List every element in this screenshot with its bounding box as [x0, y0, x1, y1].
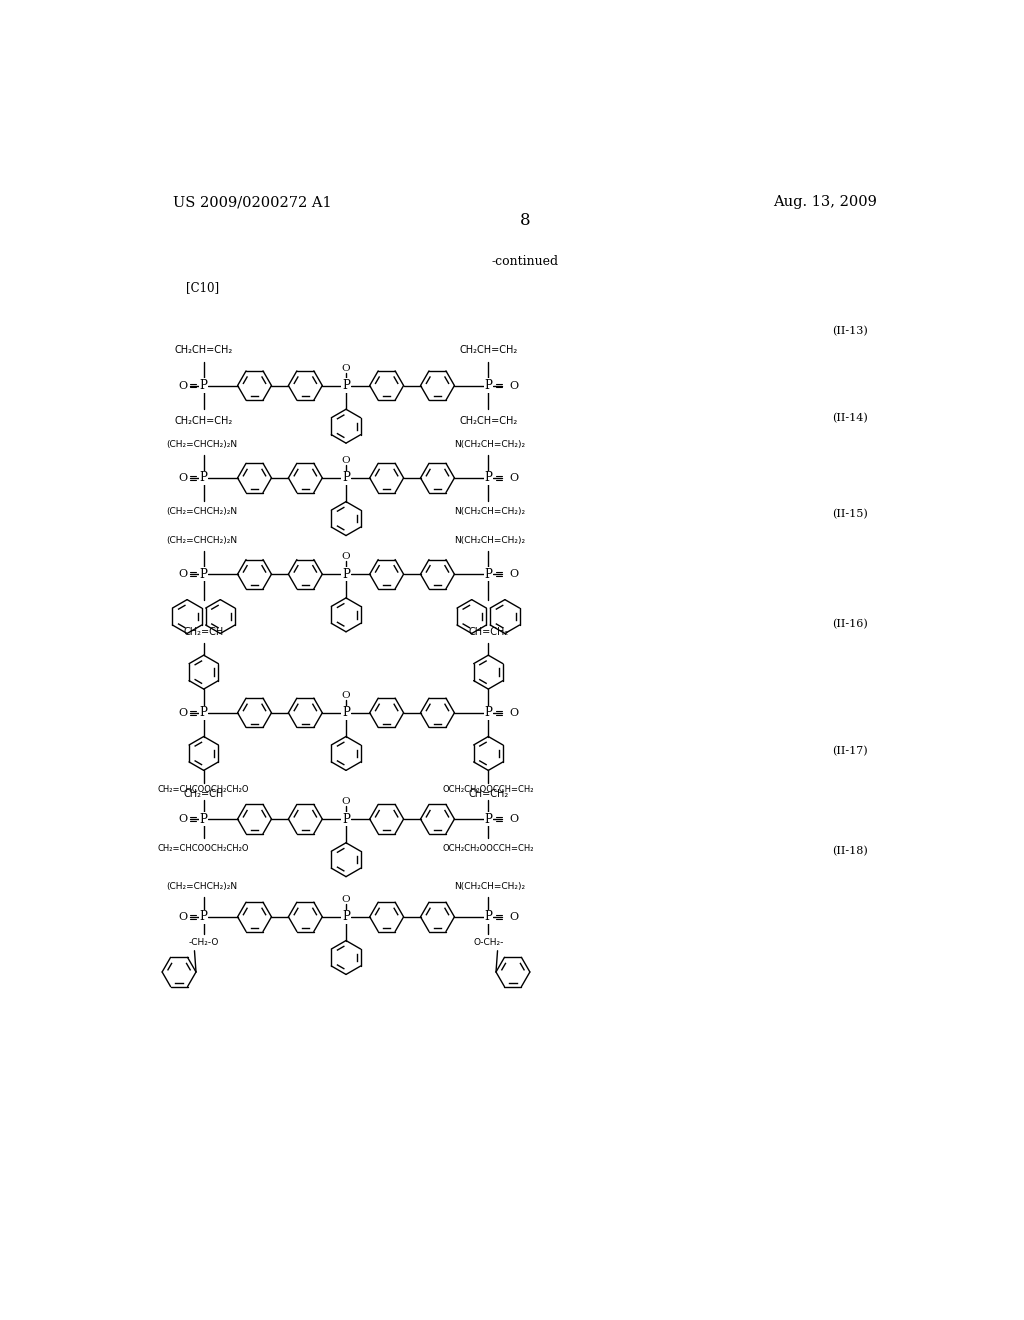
Text: P: P [342, 706, 350, 719]
Text: O: O [342, 552, 350, 561]
Text: US 2009/0200272 A1: US 2009/0200272 A1 [173, 195, 332, 210]
Text: O: O [178, 473, 187, 483]
Text: (CH₂=CHCH₂)₂N: (CH₂=CHCH₂)₂N [167, 440, 238, 449]
Text: CH₂=CH: CH₂=CH [183, 789, 224, 799]
Text: P: P [484, 568, 493, 581]
Text: OCH₂CH₂OOCCH=CH₂: OCH₂CH₂OOCCH=CH₂ [442, 843, 535, 853]
Text: (CH₂=CHCH₂)₂N: (CH₂=CHCH₂)₂N [167, 883, 238, 891]
Text: O: O [342, 457, 350, 465]
Text: CH₂=CHCOOCH₂CH₂O: CH₂=CHCOOCH₂CH₂O [158, 843, 250, 853]
Text: O: O [342, 895, 350, 904]
Text: P: P [484, 706, 493, 719]
Text: CH₂=CH: CH₂=CH [183, 627, 224, 636]
Text: P: P [200, 568, 208, 581]
Text: P: P [200, 706, 208, 719]
Text: O: O [178, 569, 187, 579]
Text: Aug. 13, 2009: Aug. 13, 2009 [773, 195, 878, 210]
Text: P: P [200, 379, 208, 392]
Text: (II-18): (II-18) [833, 846, 868, 857]
Text: P: P [484, 813, 493, 825]
Text: O: O [509, 708, 518, 718]
Text: O-CH₂-: O-CH₂- [473, 939, 504, 948]
Text: P: P [200, 706, 208, 719]
Text: (CH₂=CHCH₂)₂N: (CH₂=CHCH₂)₂N [167, 536, 238, 545]
Text: P: P [484, 568, 493, 581]
Text: O: O [509, 814, 518, 824]
Text: O: O [178, 814, 187, 824]
Text: P: P [200, 813, 208, 825]
Text: P: P [484, 471, 493, 484]
Text: (II-17): (II-17) [833, 746, 868, 756]
Text: P: P [200, 568, 208, 581]
Text: O: O [178, 708, 187, 718]
Text: P: P [342, 471, 350, 484]
Text: -CH₂-O: -CH₂-O [188, 939, 219, 948]
Text: O: O [178, 912, 187, 921]
Text: CH₂CH=CH₂: CH₂CH=CH₂ [459, 416, 517, 426]
Text: CH₂CH=CH₂: CH₂CH=CH₂ [459, 345, 517, 355]
Text: CH₂CH=CH₂: CH₂CH=CH₂ [174, 416, 232, 426]
Text: CH=CH₂: CH=CH₂ [468, 627, 509, 636]
Text: (II-16): (II-16) [833, 619, 868, 630]
Text: O: O [178, 380, 187, 391]
Text: P: P [342, 568, 350, 581]
Text: N(CH₂CH=CH₂)₂: N(CH₂CH=CH₂)₂ [455, 440, 525, 449]
Text: (II-15): (II-15) [833, 508, 868, 519]
Text: 8: 8 [519, 213, 530, 230]
Text: CH=CH₂: CH=CH₂ [468, 789, 509, 799]
Text: P: P [200, 911, 208, 924]
Text: P: P [342, 911, 350, 924]
Text: P: P [484, 911, 493, 924]
Text: CH₂=CHCOOCH₂CH₂O: CH₂=CHCOOCH₂CH₂O [158, 785, 250, 795]
Text: O: O [342, 797, 350, 807]
Text: O: O [509, 473, 518, 483]
Text: O: O [342, 690, 350, 700]
Text: (II-13): (II-13) [833, 326, 868, 337]
Text: N(CH₂CH=CH₂)₂: N(CH₂CH=CH₂)₂ [455, 507, 525, 516]
Text: O: O [509, 569, 518, 579]
Text: (II-14): (II-14) [833, 412, 868, 422]
Text: O: O [342, 364, 350, 372]
Text: CH₂CH=CH₂: CH₂CH=CH₂ [174, 345, 232, 355]
Text: P: P [342, 813, 350, 825]
Text: (CH₂=CHCH₂)₂N: (CH₂=CHCH₂)₂N [167, 507, 238, 516]
Text: P: P [342, 379, 350, 392]
Text: -continued: -continued [492, 256, 558, 268]
Text: N(CH₂CH=CH₂)₂: N(CH₂CH=CH₂)₂ [455, 883, 525, 891]
Text: P: P [484, 706, 493, 719]
Text: N(CH₂CH=CH₂)₂: N(CH₂CH=CH₂)₂ [455, 536, 525, 545]
Text: P: P [484, 379, 493, 392]
Text: O: O [509, 912, 518, 921]
Text: OCH₂CH₂OOCCH=CH₂: OCH₂CH₂OOCCH=CH₂ [442, 785, 535, 795]
Text: P: P [200, 471, 208, 484]
Text: O: O [509, 380, 518, 391]
Text: [C10]: [C10] [186, 281, 219, 294]
